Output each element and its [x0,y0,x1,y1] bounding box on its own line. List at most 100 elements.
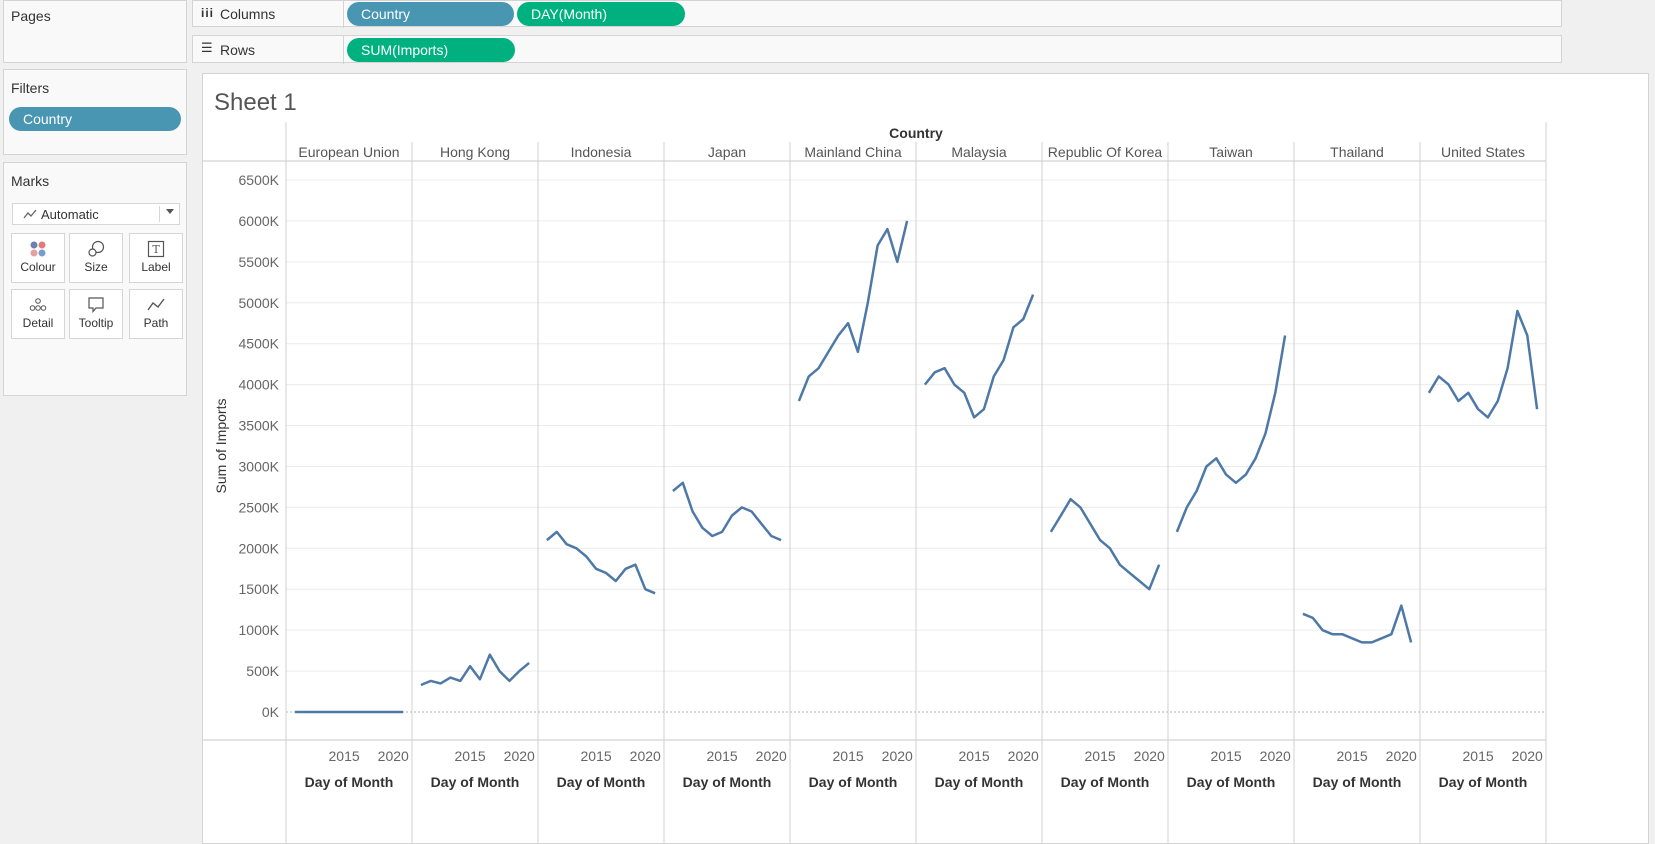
facet-header-taiwan: Taiwan [1209,144,1253,160]
x-tick-label: 2020 [630,748,661,764]
tooltip-button[interactable]: Tooltip [69,289,123,339]
x-axis-title: Day of Month [557,774,646,790]
colour-icon [30,241,46,257]
series-line-republic-of-korea [1049,497,1161,591]
series-line-mainland-china [797,220,909,402]
chevron-down-icon[interactable] [166,209,174,214]
facet-header-republic-of-korea: Republic Of Korea [1048,144,1163,160]
x-axis-title: Day of Month [1313,774,1402,790]
line-chart[interactable]: 0K 500K 1000K 1500K 2000K 2500K 3000K 3500K 4000… [203,74,1648,843]
detail-button[interactable]: Detail [11,289,65,339]
column-header-title: Country [889,125,943,141]
rows-pill-sum-imports[interactable]: SUM(Imports) [347,38,515,62]
x-axis-title: Day of Month [935,774,1024,790]
facet-header-indonesia: Indonesia [571,144,632,160]
mark-type-value: Automatic [41,207,99,222]
y-tick-label: 2500K [239,499,280,515]
y-tick-label: 1500K [239,581,280,597]
series-line-thailand [1302,604,1413,644]
x-axis-title: Day of Month [1187,774,1276,790]
columns-label: Columns [220,6,276,22]
x-tick-label: 2020 [1008,748,1039,764]
x-tick-label: 2015 [1211,748,1242,764]
x-tick-label: 2015 [959,748,990,764]
marks-card[interactable]: Marks Automatic Colour Size T Label Deta… [3,162,187,396]
x-tick-label: 2015 [1337,748,1368,764]
columns-icon: iii [201,6,215,20]
filters-card[interactable]: Filters Country [3,69,187,155]
x-tick-label: 2020 [1386,748,1417,764]
y-tick-label: 2000K [239,540,280,556]
y-tick-label: 3500K [239,418,280,434]
columns-pill-country[interactable]: Country [347,2,514,26]
x-tick-label: 2015 [833,748,864,764]
size-label: Size [84,260,108,274]
mark-type-dropdown[interactable]: Automatic [12,203,180,225]
series-line-japan [672,481,782,542]
detail-icon [29,298,47,311]
facet-header-hong-kong: Hong Kong [440,144,510,160]
x-axis-title: Day of Month [1439,774,1528,790]
x-tick-label: 2015 [707,748,738,764]
x-tick-label: 2015 [329,748,360,764]
worksheet-view[interactable]: Sheet 1 0K 500K 1000K 1500K 2000K 2500K 3000K 3… [202,73,1649,844]
filter-pill-country[interactable]: Country [9,107,181,131]
columns-pill-day-month[interactable]: DAY(Month) [517,2,685,26]
y-tick-label: 3000K [239,458,280,474]
y-tick-label: 5000K [239,295,280,311]
x-tick-label: 2015 [581,748,612,764]
label-label: Label [141,260,171,274]
pages-card[interactable]: Pages [3,0,187,63]
rows-icon: ☰ [201,40,213,55]
x-tick-label: 2020 [756,748,787,764]
sheet-title: Sheet 1 [214,89,297,116]
series-line-taiwan [1175,335,1287,533]
tooltip-label: Tooltip [78,316,114,330]
y-tick-label: 6000K [239,213,280,229]
line-chart-icon [23,209,37,219]
path-icon [147,298,165,311]
series-line-united-states [1427,309,1539,419]
y-axis-title: Sum of Imports [213,399,229,494]
facet-header-united-states: United States [1441,144,1525,160]
size-button[interactable]: Size [69,233,123,283]
pages-title: Pages [11,8,51,24]
path-button[interactable]: Path [129,289,183,339]
facet-header-malaysia: Malaysia [951,144,1006,160]
detail-label: Detail [22,316,54,330]
x-tick-label: 2020 [882,748,913,764]
facet-header-japan: Japan [708,144,746,160]
facet-header-thailand: Thailand [1330,144,1384,160]
series-line-indonesia [546,530,656,595]
size-icon [88,240,105,257]
x-axis-title: Day of Month [305,774,394,790]
colour-label: Colour [20,260,56,274]
series-line-malaysia [923,294,1035,419]
x-tick-label: 2020 [1260,748,1291,764]
colour-button[interactable]: Colour [11,233,65,283]
x-tick-label: 2020 [1512,748,1543,764]
x-axis-title: Day of Month [431,774,520,790]
x-tick-label: 2020 [378,748,409,764]
x-axis-title: Day of Month [683,774,772,790]
x-tick-label: 2015 [1463,748,1494,764]
x-tick-label: 2020 [1134,748,1165,764]
series-line-hong-kong [420,653,530,687]
x-axis-title: Day of Month [809,774,898,790]
y-tick-label: 1000K [239,622,280,638]
label-icon: T [147,240,165,258]
y-tick-label: 4500K [239,336,280,352]
facet-header-mainland-china: Mainland China [804,144,901,160]
svg-text:T: T [152,243,160,256]
label-button[interactable]: T Label [129,233,183,283]
y-tick-label: 6500K [239,172,280,188]
rows-shelf[interactable]: ☰ Rows SUM(Imports) [192,35,1562,64]
facet-header-european-union: European Union [298,144,399,160]
tooltip-icon [88,297,104,314]
x-tick-label: 2015 [455,748,486,764]
y-tick-label: 500K [246,663,279,679]
columns-shelf[interactable]: iii Columns Country DAY(Month) [192,0,1562,28]
x-axis-title: Day of Month [1061,774,1150,790]
x-tick-label: 2015 [1085,748,1116,764]
y-tick-label: 4000K [239,377,280,393]
